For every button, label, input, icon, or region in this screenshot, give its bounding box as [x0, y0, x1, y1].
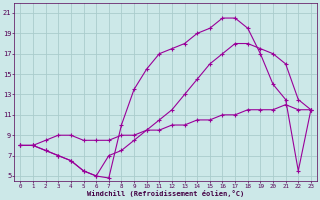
X-axis label: Windchill (Refroidissement éolien,°C): Windchill (Refroidissement éolien,°C)	[87, 190, 244, 197]
